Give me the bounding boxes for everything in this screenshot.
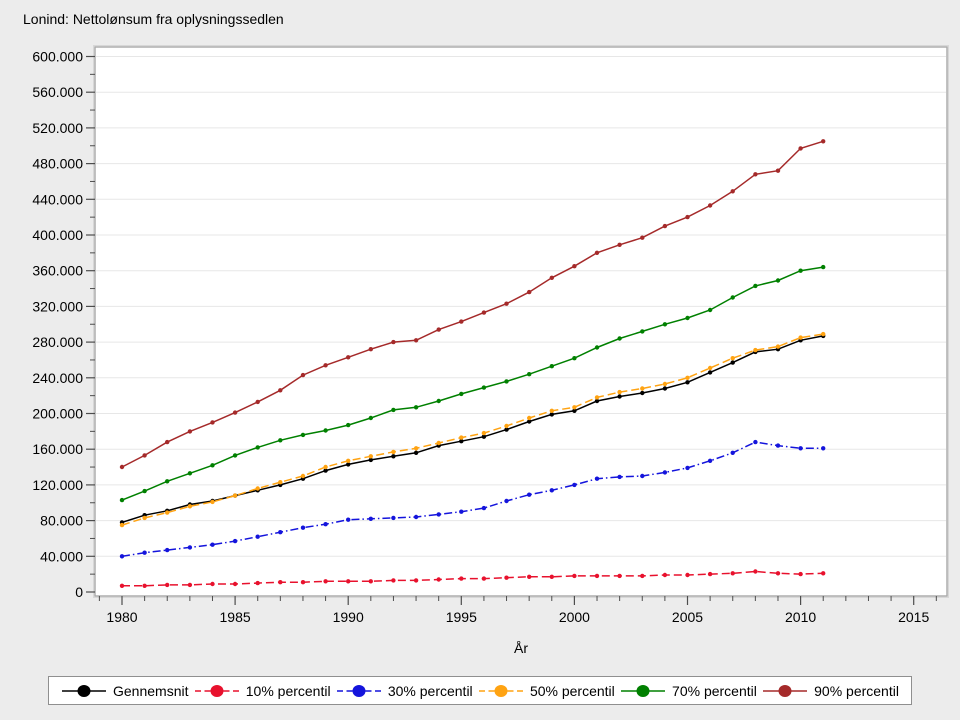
legend-item-10-percentil: 10% percentil [194, 683, 331, 699]
x-tick-label: 2010 [785, 609, 816, 625]
legend-marker-icon [763, 684, 808, 697]
x-tick-label: 2015 [898, 609, 929, 625]
legend-item-label: 90% percentil [814, 682, 899, 699]
legend-item-label: 70% percentil [672, 682, 757, 699]
y-tick-label: 360.000 [32, 263, 83, 279]
legend-item-label: 50% percentil [529, 682, 615, 699]
legend-item-label: Gennemsnit [113, 682, 189, 699]
series-90-percentil [119, 139, 826, 470]
x-tick-label: 2000 [559, 609, 590, 625]
y-tick-label: 280.000 [32, 334, 83, 350]
legend-item-gennemsnit: Gennemsnit [61, 683, 188, 699]
y-tick-label: 440.000 [32, 191, 83, 207]
legend-item-30-percentil: 30% percentil [336, 683, 473, 699]
y-tick-label: 0 [75, 584, 83, 600]
legend-item-70-percentil: 70% percentil [620, 683, 757, 699]
y-tick-label: 240.000 [32, 370, 83, 386]
chart-title: Lonind: Nettolønsum fra oplysningssedlen [23, 11, 284, 27]
chart-legend: Gennemsnit 10% percentil 30% percentil 50% … [48, 676, 912, 705]
legend-item-label: 10% percentil [245, 682, 331, 699]
x-tick-label: 1990 [333, 609, 364, 625]
x-tick-label: 1985 [220, 609, 251, 625]
y-tick-label: 40.000 [40, 548, 83, 564]
plot-area [94, 46, 948, 597]
legend-marker-icon [621, 684, 666, 697]
y-tick-label: 560.000 [32, 84, 83, 100]
series-30-percentil [119, 439, 826, 559]
x-tick-label: 1980 [106, 609, 137, 625]
y-tick-label: 400.000 [32, 227, 83, 243]
legend-item-50-percentil: 50% percentil [478, 683, 615, 699]
y-tick-label: 600.000 [32, 49, 83, 65]
y-tick-label: 160.000 [32, 441, 83, 457]
x-axis: 1980 1985 1990 1995 2000 2005 2010 2015 År [98, 596, 937, 656]
y-tick-label: 120.000 [32, 477, 83, 493]
line-chart: 600.000 560.000 520.000 480.000 440.000 400.0… [32, 45, 949, 656]
y-tick-label: 480.000 [32, 156, 83, 172]
y-tick-label: 80.000 [40, 513, 83, 529]
legend-marker-icon [194, 684, 239, 697]
x-tick-label: 1995 [446, 609, 477, 625]
legend-item-90-percentil: 90% percentil [762, 683, 899, 699]
y-axis: 600.000 560.000 520.000 480.000 440.000 400.0… [32, 49, 95, 600]
y-tick-label: 320.000 [32, 298, 83, 314]
plot-frame-outer [93, 45, 949, 598]
legend-marker-icon [62, 684, 106, 697]
legend-item-label: 30% percentil [387, 682, 473, 699]
series-70-percentil [119, 264, 826, 503]
gridlines [96, 56, 946, 557]
legend-marker-icon [478, 684, 523, 697]
y-tick-label: 200.000 [32, 406, 83, 422]
series-50-percentil [119, 331, 826, 528]
y-tick-label: 520.000 [32, 120, 83, 136]
series-10-percentil [119, 569, 826, 588]
x-tick-label: 2005 [672, 609, 703, 625]
legend-marker-icon [336, 684, 381, 697]
x-axis-label: År [514, 640, 528, 656]
